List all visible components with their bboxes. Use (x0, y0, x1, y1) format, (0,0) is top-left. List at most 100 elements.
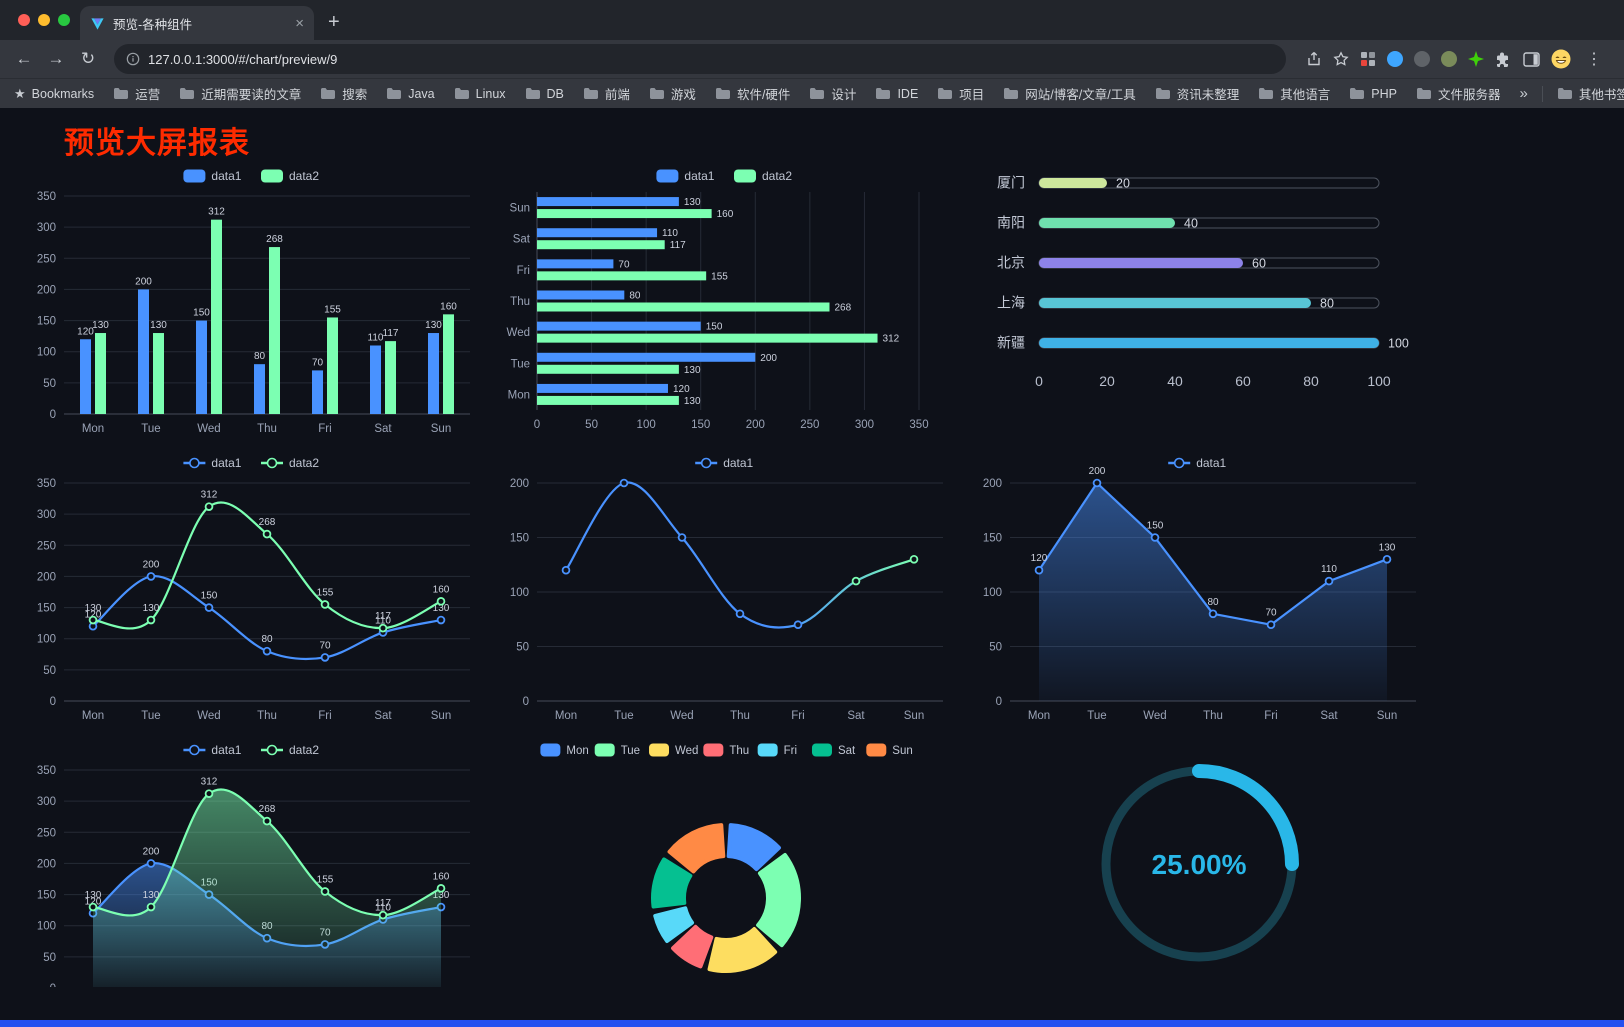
bookmark-folder-item[interactable]: 近期需要读的文章 (179, 84, 301, 103)
bookmark-folder-item[interactable]: 游戏 (649, 84, 696, 103)
bookmark-folder-item[interactable]: 运营 (113, 84, 160, 103)
grouped-bar-chart: 0 50 100 150 200 250 300 350 Mon Tue Wed Thu Fri Sat S… (18, 162, 488, 449)
svg-text:250: 250 (36, 540, 55, 552)
back-button[interactable]: ← (15, 49, 33, 68)
svg-text:150: 150 (193, 308, 210, 319)
svg-text:250: 250 (36, 253, 55, 265)
svg-text:data2: data2 (762, 169, 792, 183)
browser-menu-icon[interactable]: ⋮ (1586, 51, 1602, 68)
olive-extension-icon[interactable] (1441, 51, 1457, 67)
svg-text:0: 0 (49, 696, 55, 708)
svg-text:120: 120 (1031, 553, 1048, 564)
svg-text:新疆: 新疆 (997, 335, 1025, 351)
svg-text:312: 312 (883, 334, 900, 345)
bookmark-folder-item[interactable]: Java (386, 84, 435, 103)
bookmark-folder-item[interactable]: 前端 (583, 84, 630, 103)
svg-text:117: 117 (382, 328, 398, 339)
bookmark-folder-item[interactable]: 搜索 (320, 84, 367, 103)
bookmark-folder-label: 资讯未整理 (1176, 88, 1240, 102)
folder-icon (1557, 87, 1573, 100)
svg-text:Wed: Wed (1144, 710, 1167, 722)
folder-icon (875, 87, 891, 100)
svg-text:150: 150 (510, 533, 529, 545)
address-bar[interactable]: 127.0.0.1:3000/#/chart/preview/9 (114, 44, 1286, 74)
svg-text:200: 200 (36, 284, 55, 296)
svg-text:130: 130 (92, 320, 109, 331)
svg-text:40: 40 (1168, 373, 1184, 389)
bookmark-folder-item[interactable]: PHP (1349, 84, 1397, 103)
svg-text:Wed: Wed (670, 710, 693, 722)
new-tab-button[interactable]: + (328, 11, 340, 33)
minimize-window-icon[interactable] (38, 14, 50, 26)
svg-text:350: 350 (36, 478, 55, 490)
other-bookmarks-item[interactable]: 其他书签 (1557, 84, 1624, 103)
bookmark-folder-item[interactable]: 设计 (809, 84, 856, 103)
bookmark-folder-item[interactable]: 软件/硬件 (715, 84, 790, 103)
tab-close-icon[interactable]: × (295, 14, 304, 32)
bookmark-folder-label: 设计 (831, 88, 857, 102)
folder-icon (386, 87, 402, 100)
bookmark-root-item[interactable]: ★ Bookmarks (14, 86, 94, 102)
svg-text:data1: data1 (211, 743, 241, 757)
side-panel-icon[interactable] (1523, 51, 1540, 67)
svg-text:Mon: Mon (508, 389, 530, 401)
folder-icon (1416, 87, 1432, 100)
green-star-extension-icon[interactable] (1468, 51, 1484, 67)
bookmark-star-icon[interactable] (1333, 51, 1349, 67)
svg-text:Wed: Wed (197, 423, 220, 435)
bookmarks-bar: ★ Bookmarks 运营 近期需要读的文章 搜索 Java Linux DB 前端 游戏 软… (0, 78, 1624, 108)
extensions-puzzle-icon[interactable] (1495, 51, 1512, 68)
svg-text:155: 155 (711, 271, 728, 282)
bookmark-folder-label: 其他语言 (1280, 88, 1331, 102)
close-window-icon[interactable] (18, 14, 30, 26)
bookmark-folder-item[interactable]: DB (525, 84, 564, 103)
gray-extension-icon[interactable] (1414, 51, 1430, 67)
svg-text:Tue: Tue (614, 710, 633, 722)
svg-text:Fri: Fri (1265, 710, 1278, 722)
bookmark-folder-label: 近期需要读的文章 (201, 88, 302, 102)
other-bookmarks-label: 其他书签 (1578, 88, 1624, 102)
reload-button[interactable]: ↻ (80, 49, 96, 68)
svg-text:Mon: Mon (1028, 710, 1050, 722)
bookmark-folder-item[interactable]: 资讯未整理 (1155, 84, 1240, 103)
maximize-window-icon[interactable] (58, 14, 70, 26)
svg-text:80: 80 (254, 351, 266, 362)
folder-icon (179, 87, 195, 100)
svg-text:100: 100 (36, 347, 55, 359)
bookmark-folder-item[interactable]: 项目 (937, 84, 984, 103)
bookmarks-overflow-icon[interactable]: » (1519, 85, 1528, 102)
svg-text:0: 0 (996, 696, 1002, 708)
svg-text:160: 160 (440, 301, 457, 312)
svg-text:130: 130 (84, 890, 101, 901)
site-info-icon[interactable] (126, 52, 140, 66)
browser-tab[interactable]: 预览-各种组件 × (80, 6, 314, 40)
screenshot-extension-icon[interactable] (1360, 51, 1376, 67)
folder-icon (1003, 87, 1019, 100)
bookmark-folder-label: Java (408, 86, 435, 101)
svg-text:60: 60 (1252, 257, 1266, 271)
share-icon[interactable] (1306, 51, 1322, 67)
svg-text:150: 150 (36, 603, 55, 615)
profile-avatar[interactable] (1551, 49, 1571, 69)
svg-text:Sat: Sat (1321, 710, 1339, 722)
svg-text:50: 50 (43, 952, 56, 964)
svg-text:200: 200 (36, 858, 55, 870)
bookmark-folder-item[interactable]: 其他语言 (1258, 84, 1330, 103)
forward-button[interactable]: → (47, 49, 65, 68)
bookmark-folder-label: 前端 (604, 88, 630, 102)
svg-text:data1: data1 (211, 169, 241, 183)
bookmark-folder-item[interactable]: 文件服务器 (1416, 84, 1501, 103)
svg-text:120: 120 (84, 609, 101, 620)
svg-text:50: 50 (990, 642, 1003, 654)
bookmarks-right: » 其他书签 (1519, 84, 1624, 103)
bookmark-folder-item[interactable]: Linux (454, 84, 506, 103)
svg-text:70: 70 (312, 357, 324, 368)
bookmark-folder-label: 运营 (135, 88, 161, 102)
bookmark-folder-label: 文件服务器 (1437, 88, 1501, 102)
bookmark-folder-item[interactable]: IDE (875, 84, 918, 103)
bookmark-folder-item[interactable]: 网站/博客/文章/工具 (1003, 84, 1136, 103)
svg-text:150: 150 (36, 316, 55, 328)
toolbar: ← → ↻ 127.0.0.1:3000/#/chart/preview/9 (0, 40, 1624, 78)
blue-drop-extension-icon[interactable] (1387, 51, 1403, 67)
toolbar-icons: ⋮ (1306, 49, 1606, 69)
